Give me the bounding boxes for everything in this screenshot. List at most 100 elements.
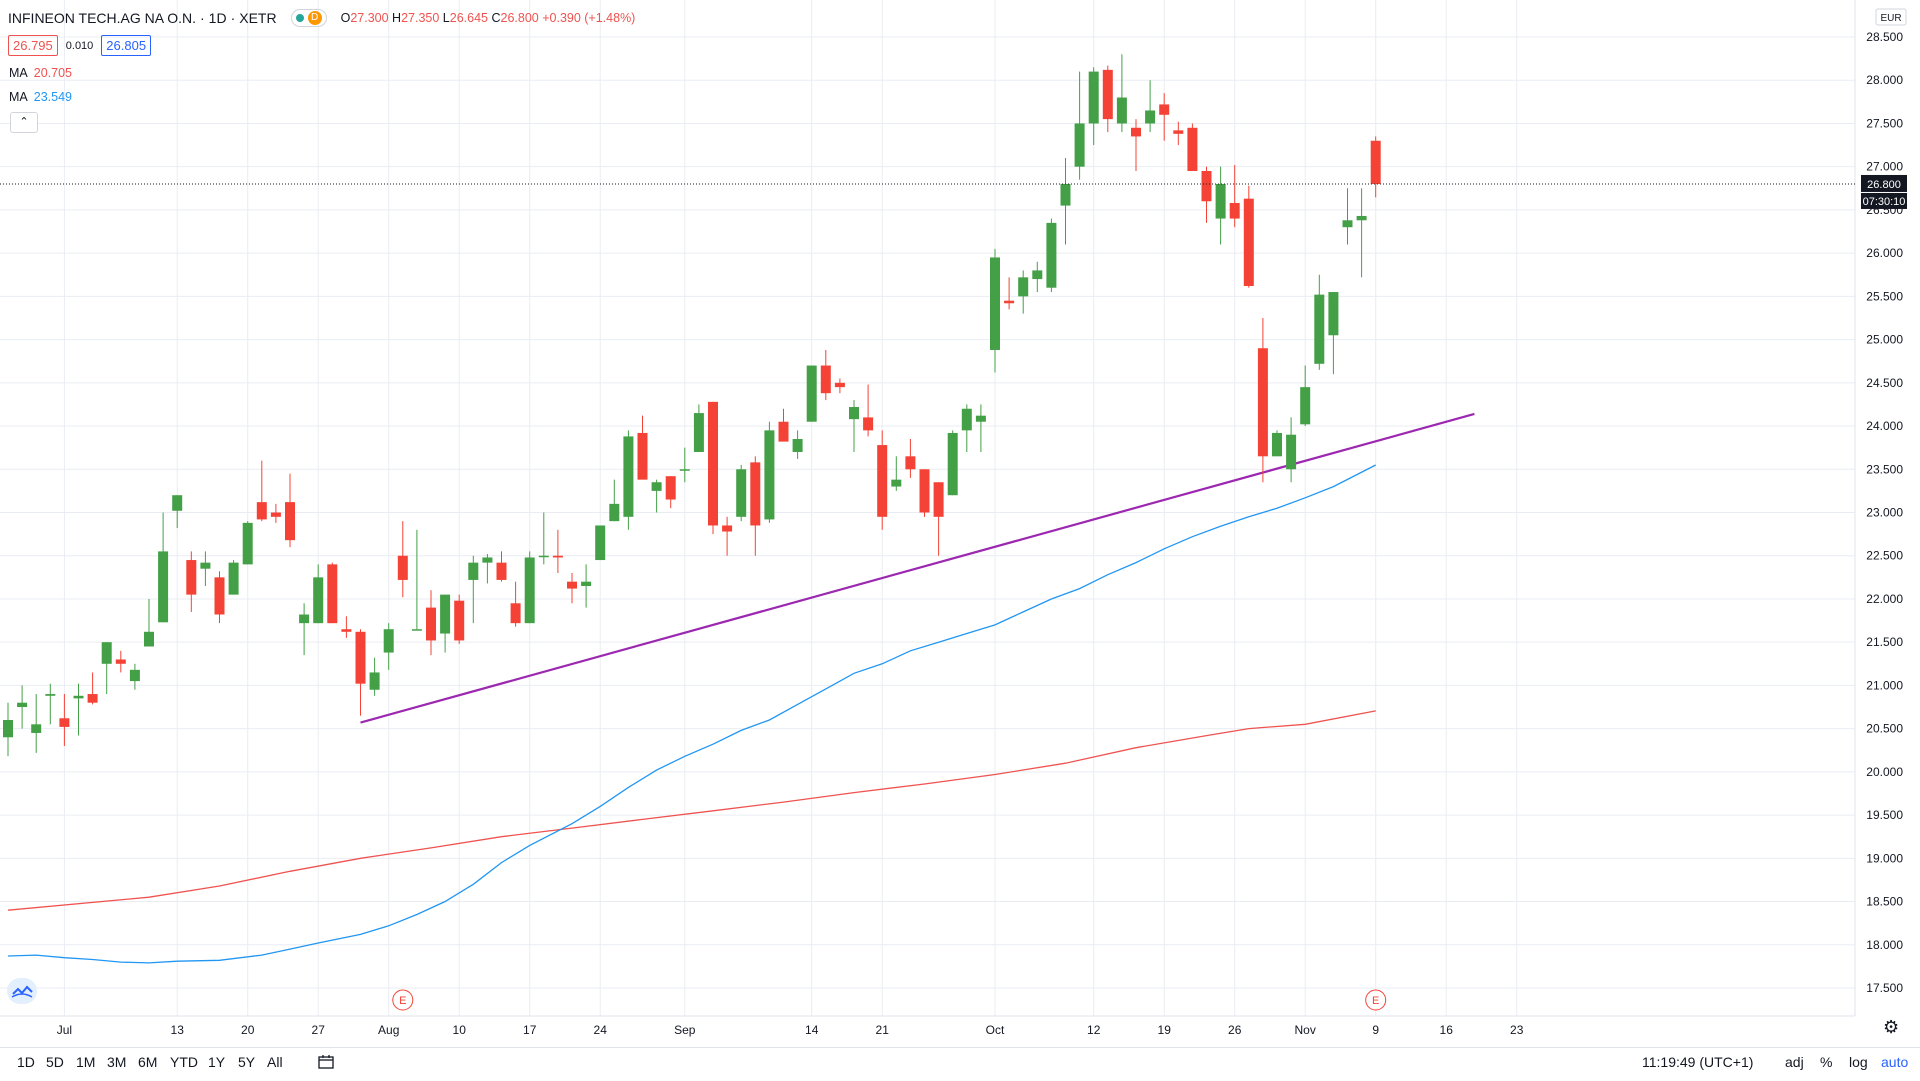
clock-timezone[interactable]: 11:19:49 (UTC+1) — [1642, 1054, 1754, 1070]
candle-up — [1300, 365, 1311, 427]
percent-scale-toggle[interactable]: % — [1820, 1054, 1833, 1070]
delayed-data-badge: D — [307, 11, 322, 25]
period-button-all[interactable]: All — [267, 1054, 283, 1070]
candle-up — [73, 683, 84, 736]
candle-body — [228, 562, 239, 595]
candle-body — [496, 562, 507, 580]
candle-up — [17, 685, 28, 729]
symbol-legend[interactable]: INFINEON TECH.AG NA O.N. · 1D · XETR D O… — [8, 9, 635, 27]
last-price-label: 26.800 — [1867, 179, 1901, 191]
candle-down — [1187, 123, 1198, 172]
auto-scale-toggle[interactable]: auto — [1881, 1054, 1909, 1070]
candle-down — [256, 460, 267, 522]
candle-body — [1314, 294, 1325, 364]
candle-body — [792, 439, 803, 452]
currency-button[interactable] — [1875, 8, 1907, 26]
candle-down — [1173, 121, 1184, 146]
candle-down — [87, 672, 98, 705]
candle-up — [242, 521, 253, 565]
candle-body — [947, 432, 958, 496]
candle-up — [524, 551, 535, 624]
candle-up — [200, 551, 211, 586]
candle-up — [891, 456, 902, 491]
interval-label: 1D — [208, 10, 227, 26]
candle-down — [496, 551, 507, 582]
candle-body — [1257, 348, 1268, 457]
candle-body — [693, 413, 704, 452]
market-status-pill[interactable]: D — [290, 9, 327, 27]
candle-body — [849, 407, 859, 420]
candle-down — [214, 571, 225, 624]
bottom-toolbar — [0, 1047, 1920, 1081]
candle-up — [736, 464, 747, 522]
candle-up — [411, 529, 422, 631]
candle-body — [341, 629, 352, 632]
symbol-name[interactable]: INFINEON TECH.AG NA O.N. — [8, 10, 196, 26]
candle-down — [1243, 185, 1254, 288]
bid-price[interactable]: 26.795 — [8, 35, 58, 56]
candle-up — [1060, 158, 1071, 245]
candle-body — [186, 560, 197, 595]
period-button-1y[interactable]: 1Y — [208, 1054, 226, 1070]
period-button-ytd[interactable]: YTD — [170, 1054, 198, 1070]
time-tick-label: 17 — [523, 1023, 537, 1037]
period-button-3m[interactable]: 3M — [107, 1054, 127, 1070]
candle-body — [820, 365, 831, 394]
exchange-label: XETR — [239, 10, 277, 26]
legend-separator: · — [200, 10, 205, 26]
candle-up — [299, 603, 310, 656]
candle-body — [750, 462, 761, 526]
period-button-5y[interactable]: 5Y — [238, 1054, 256, 1070]
candle-body — [863, 417, 874, 431]
candle-up — [693, 404, 704, 452]
candle-up — [1145, 80, 1156, 133]
ma-fast-label: MA — [9, 90, 28, 104]
ask-price[interactable]: 26.805 — [101, 35, 152, 56]
price-tick-label: 19.000 — [1866, 851, 1903, 865]
price-tick-label: 21.000 — [1866, 678, 1903, 692]
collapse-legend-button[interactable]: ⌃ — [10, 112, 38, 133]
candle-body — [200, 562, 211, 569]
period-button-6m[interactable]: 6M — [138, 1054, 158, 1070]
ma-slow-legend[interactable]: MA 20.705 — [9, 66, 72, 80]
period-button-1m[interactable]: 1M — [76, 1054, 96, 1070]
period-button-5d[interactable]: 5D — [46, 1054, 64, 1070]
price-axis-bg[interactable] — [1855, 0, 1920, 1016]
ma-fast-legend[interactable]: MA 23.549 — [9, 90, 72, 104]
time-tick-label: 23 — [1510, 1023, 1524, 1037]
candle-down — [750, 456, 761, 556]
bid-ask-box[interactable]: 26.795 0.010 26.805 — [8, 35, 152, 56]
settings-gear-icon[interactable]: ⚙ — [1883, 1017, 1900, 1037]
price-tick-label: 23.500 — [1866, 462, 1903, 476]
earnings-event-marker[interactable] — [1365, 989, 1387, 1011]
candle-down — [567, 573, 577, 604]
market-open-dot-icon — [295, 14, 304, 22]
candle-body — [1272, 432, 1282, 457]
candle-body — [242, 522, 253, 565]
time-axis[interactable]: Jul 13 20 27 Aug 10 17 24 Sep 14 21 Oct 12 19 26 Nov 9 16… — [57, 1023, 1524, 1037]
open-label: O — [340, 11, 351, 25]
candle-up — [313, 564, 324, 624]
period-button-1d[interactable]: 1D — [17, 1054, 35, 1070]
candle-down — [510, 581, 521, 627]
candle-up — [623, 430, 634, 530]
earnings-event-marker[interactable] — [392, 989, 414, 1011]
goto-date-calendar-icon[interactable] — [317, 1054, 335, 1070]
candle-down — [834, 378, 845, 394]
log-scale-toggle[interactable]: log — [1849, 1054, 1868, 1070]
price-tick-label: 20.500 — [1866, 722, 1903, 736]
candle-body — [101, 642, 112, 664]
moving-averages — [7, 464, 1376, 964]
candle-body — [1116, 97, 1127, 124]
adjust-toggle[interactable]: adj — [1785, 1054, 1804, 1070]
candle-body — [87, 694, 98, 703]
tradingview-logo[interactable] — [7, 978, 37, 1004]
candle-down — [327, 562, 338, 624]
candle-up — [538, 512, 549, 565]
time-tick-label: 20 — [241, 1023, 255, 1037]
price-tick-label: 27.000 — [1866, 160, 1903, 174]
ma-slow-label: MA — [9, 66, 28, 80]
candle-body — [214, 577, 225, 615]
